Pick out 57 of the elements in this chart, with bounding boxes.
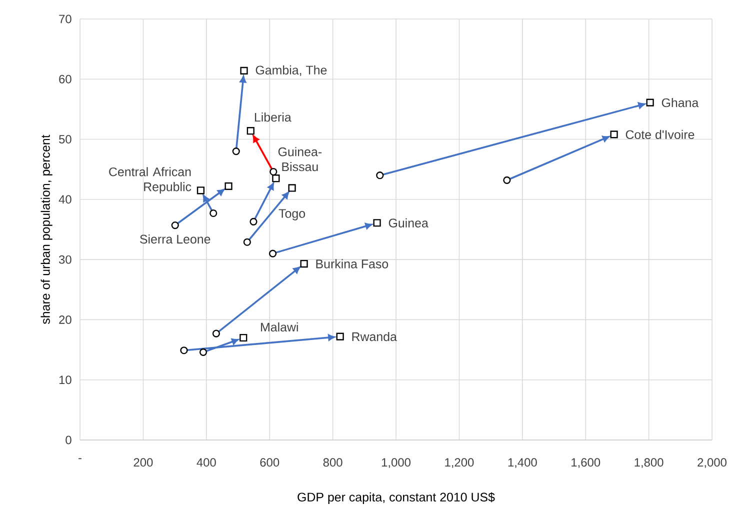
point xyxy=(180,346,188,354)
annotation: Cote d'Ivoire xyxy=(626,130,694,140)
y-tick-label: 10 xyxy=(59,376,72,384)
point xyxy=(171,221,179,230)
annotation: Malawi xyxy=(261,322,298,332)
x-tick-label: 800 xyxy=(323,458,342,467)
point xyxy=(250,218,258,226)
point xyxy=(240,334,248,342)
y-tick-label: 30 xyxy=(58,255,72,264)
x-tick-label: 2,000 xyxy=(698,458,727,468)
point xyxy=(196,186,205,194)
x-tick-label: 1,600 xyxy=(572,458,600,468)
point xyxy=(232,148,240,156)
y-tick-label: 70 xyxy=(59,14,72,24)
x-tick-label: 400 xyxy=(196,458,216,467)
point xyxy=(268,250,277,258)
annotation: Gambia, The xyxy=(256,65,327,76)
x-tick-label: 1,000 xyxy=(382,458,411,468)
point xyxy=(210,209,218,218)
point xyxy=(336,332,344,340)
point xyxy=(646,98,654,106)
point xyxy=(610,130,618,138)
point xyxy=(376,172,384,180)
y-tick-label: 20 xyxy=(59,315,72,324)
point xyxy=(224,182,232,190)
x-tick-label: 1,400 xyxy=(508,458,537,468)
y-tick-label: 40 xyxy=(58,195,72,204)
y-axis-title: share of urban population, percent xyxy=(40,134,52,324)
point xyxy=(270,168,278,176)
annotation: Ghana xyxy=(662,98,699,108)
point xyxy=(246,127,254,135)
point xyxy=(373,219,381,227)
annotation: Guinea xyxy=(388,218,428,228)
annotation: Rwanda xyxy=(352,332,397,342)
y-tick-label: 60 xyxy=(59,74,72,84)
x-tick-label: 600 xyxy=(260,458,280,467)
annotation: Central African Republic xyxy=(109,167,192,194)
y-tick-label: 0 xyxy=(66,436,72,444)
point xyxy=(212,330,220,338)
point xyxy=(199,348,208,356)
point xyxy=(240,66,248,75)
point xyxy=(288,184,296,192)
x-tick-label: 1,200 xyxy=(445,458,474,468)
x-tick-label: - xyxy=(78,458,82,460)
annotation: Guinea-Bissau xyxy=(278,147,322,172)
x-tick-label: 1,800 xyxy=(634,458,664,468)
point xyxy=(503,176,511,184)
x-axis-title: GDP per capita, constant 2010 US$ xyxy=(298,492,495,504)
annotation: Togo xyxy=(278,209,306,220)
annotation: Burkina Faso xyxy=(316,259,388,268)
annotation: Liberia xyxy=(254,112,292,122)
y-tick-label: 50 xyxy=(59,135,72,144)
annotation: Sierra Leone xyxy=(140,234,210,244)
point xyxy=(272,174,280,182)
x-tick-label: 200 xyxy=(134,458,153,467)
point xyxy=(243,238,251,246)
point xyxy=(300,260,308,268)
